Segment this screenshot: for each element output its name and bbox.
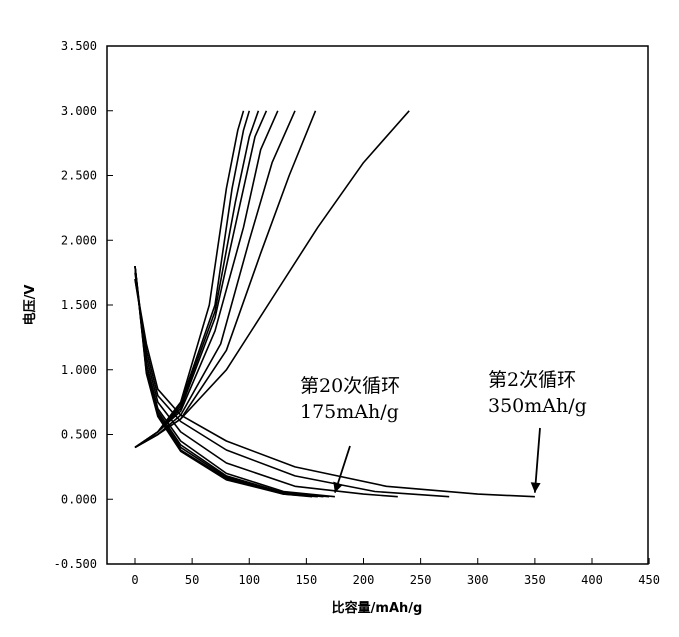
- y-axis-title: 电压/V: [22, 285, 38, 326]
- cycle-curve-1: [134, 278, 535, 498]
- y-axis-ticks: -0.500 0.000 0.500 1.000 1.500 2.000 2.500 3.00…: [54, 39, 113, 571]
- annotation-line2: 175mAh/g: [300, 401, 399, 423]
- cycle-curves: [134, 110, 535, 498]
- annotations: 第20次循环 175mAh/g 第2次循环 350mAh/g: [300, 369, 587, 493]
- x-tick-label: 300: [467, 573, 489, 587]
- x-tick-label: 100: [238, 573, 260, 587]
- cycle-curve-3: [134, 278, 450, 498]
- x-tick-label: 50: [185, 573, 199, 587]
- annotation-line2: 350mAh/g: [488, 395, 587, 417]
- annotation-line1: 第20次循环: [300, 375, 400, 397]
- y-tick-label: -0.500: [54, 557, 97, 571]
- cycle-curve-16: [134, 110, 245, 449]
- annotation-arrowhead: [530, 482, 541, 493]
- cycle-curve-11: [134, 266, 324, 498]
- y-tick-label: 2.000: [61, 233, 97, 247]
- x-tick-label: 0: [131, 573, 138, 587]
- x-axis-ticks: 0 50 100 150 200 250 300 350 400 450: [131, 558, 660, 587]
- cycle-curve-6: [134, 110, 296, 449]
- y-tick-label: 3.000: [61, 104, 97, 118]
- y-tick-label: 0.000: [61, 492, 97, 506]
- y-tick-label: 2.500: [61, 169, 97, 183]
- annotation-arrowhead: [333, 481, 343, 493]
- annotation-arrow: [533, 427, 541, 493]
- cycle-curve-15: [134, 266, 313, 498]
- plot-frame: [106, 45, 649, 565]
- x-tick-label: 450: [638, 573, 660, 587]
- annotation-line1: 第2次循环: [488, 369, 576, 391]
- x-tick-label: 200: [353, 573, 375, 587]
- x-tick-label: 400: [581, 573, 603, 587]
- x-tick-label: 350: [524, 573, 546, 587]
- y-tick-label: 3.500: [61, 39, 97, 53]
- y-tick-label: 1.500: [61, 298, 97, 312]
- x-axis-title: 比容量/mAh/g: [332, 600, 423, 616]
- cycle-curve-4: [134, 110, 317, 449]
- x-tick-label: 150: [296, 573, 318, 587]
- x-tick-label: 250: [410, 573, 432, 587]
- y-tick-label: 1.000: [61, 363, 97, 377]
- cycle-curve-5: [134, 272, 398, 498]
- y-tick-label: 0.500: [61, 428, 97, 442]
